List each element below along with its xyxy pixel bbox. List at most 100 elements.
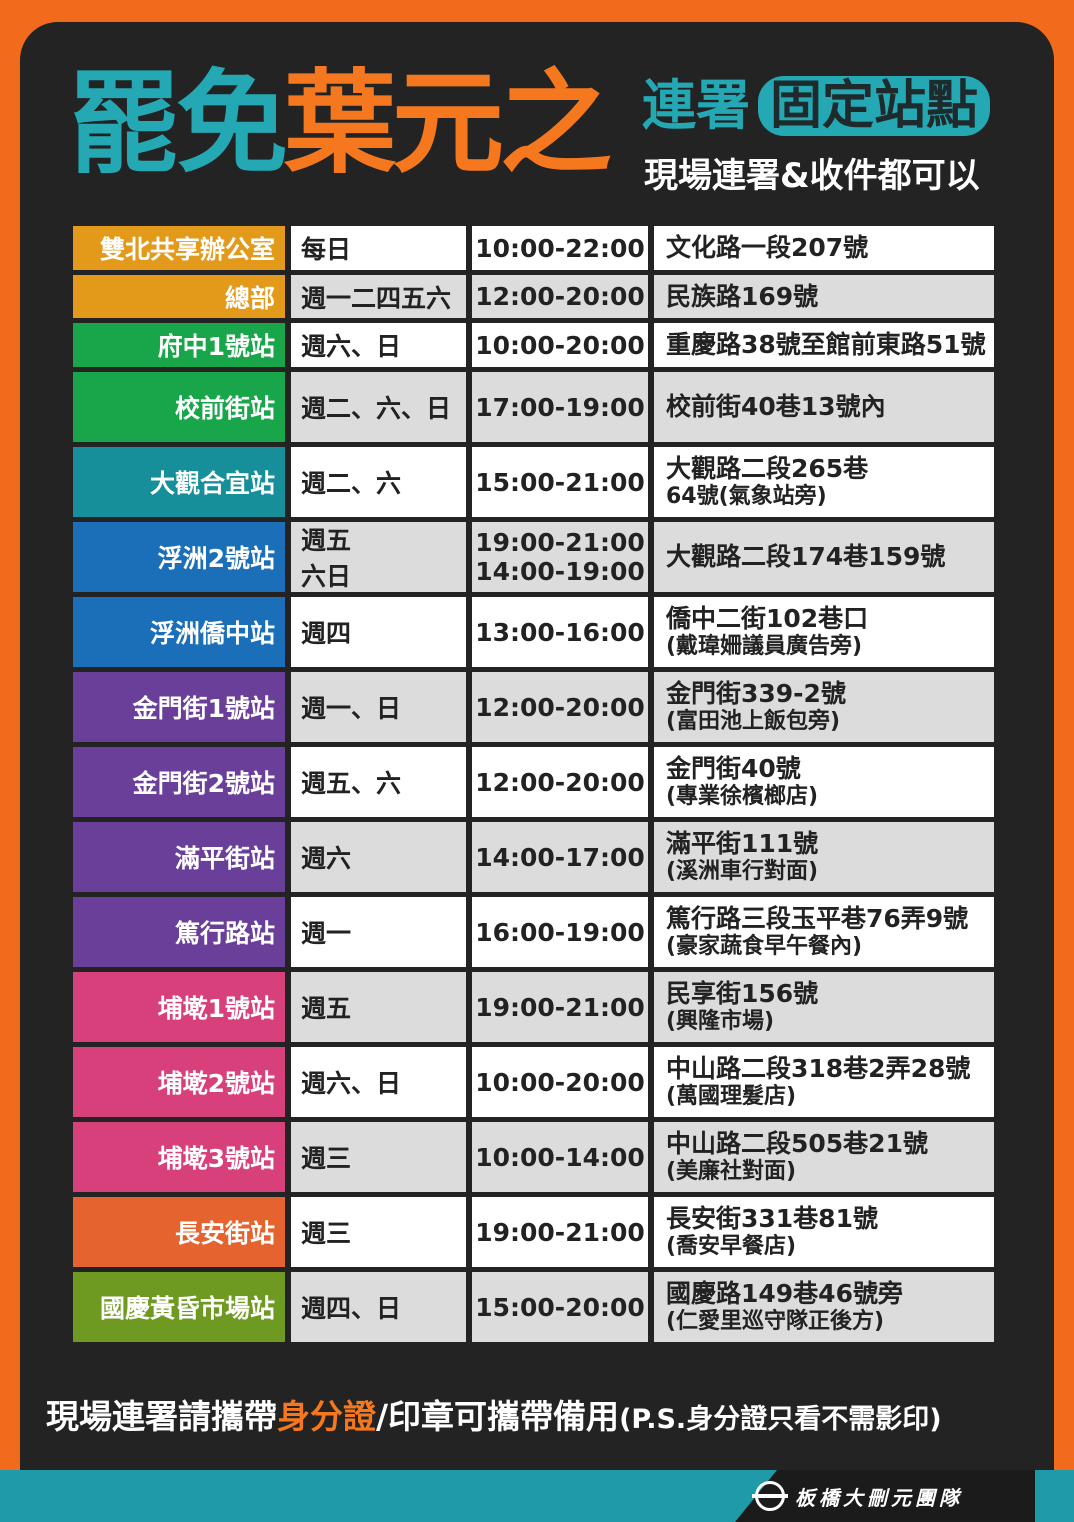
station-name-text: 長安街站 bbox=[174, 1219, 275, 1248]
station-time-text: 10:00-20:00 bbox=[475, 1067, 645, 1097]
station-address-note: 64號(氣象站旁) bbox=[666, 483, 827, 509]
station-address: 金門街339-2號 (富田池上飯包旁) bbox=[654, 672, 994, 742]
station-day-text: 週五 bbox=[301, 994, 352, 1023]
station-address-text: 重慶路38號至館前東路51號 bbox=[666, 330, 986, 359]
title-name: 葉元之 bbox=[284, 59, 612, 189]
station-name-text: 埔墘3號站 bbox=[157, 1144, 275, 1173]
station-name-text: 大觀合宜站 bbox=[149, 469, 275, 498]
station-address-text: 民族路169號 bbox=[666, 281, 819, 311]
station-address-text: 僑中二街102巷口 bbox=[666, 603, 869, 633]
station-time-text: 12:00-20:00 bbox=[475, 282, 645, 311]
subtitle-pill: 固定站點 bbox=[758, 76, 991, 136]
station-day-text: 週一二四五六 bbox=[301, 283, 452, 313]
circle-bar-logo-icon bbox=[752, 1481, 788, 1511]
table-row: 總部 週一二四五六 12:00-20:00 民族路169號 bbox=[73, 275, 1000, 318]
bottom-note-part1: 現場連署請攜帶 bbox=[46, 1397, 277, 1436]
station-time: 12:00-20:00 bbox=[472, 747, 648, 817]
station-day-text: 週三 bbox=[301, 1219, 352, 1248]
station-address-text: 滿平街111號 bbox=[666, 828, 819, 858]
station-day-text: 週六、日 bbox=[301, 1069, 402, 1098]
station-name-text: 府中1號站 bbox=[157, 332, 275, 361]
station-address: 長安街331巷81號 (喬安早餐店) bbox=[654, 1197, 994, 1267]
station-address: 文化路一段207號 bbox=[654, 226, 994, 270]
station-time: 14:00-17:00 bbox=[472, 822, 648, 892]
station-time-text: 12:00-20:00 bbox=[475, 767, 645, 797]
table-row: 金門街1號站 週一、日 12:00-20:00 金門街339-2號 (富田池上飯包旁) bbox=[73, 672, 1000, 742]
table-row: 府中1號站 週六、日 10:00-20:00 重慶路38號至館前東路51號 bbox=[73, 323, 1000, 367]
station-address: 民享街156號 (興隆市場) bbox=[654, 972, 994, 1042]
station-name-text: 浮洲2號站 bbox=[157, 544, 275, 573]
station-time: 15:00-20:00 bbox=[472, 1272, 648, 1342]
station-address-note: (萬國理髮店) bbox=[666, 1083, 797, 1109]
bottom-note: 現場連署請攜帶身分證/印章可攜帶備用(P.S.身分證只看不需影印) bbox=[46, 1390, 942, 1438]
station-day-text: 週一、日 bbox=[301, 694, 402, 723]
station-address: 滿平街111號 (溪洲車行對面) bbox=[654, 822, 994, 892]
station-time: 13:00-16:00 bbox=[472, 597, 648, 667]
station-name-text: 校前街站 bbox=[174, 394, 275, 423]
station-day-text: 週四、日 bbox=[301, 1294, 402, 1323]
station-address: 大觀路二段265巷 64號(氣象站旁) bbox=[654, 447, 994, 517]
station-time: 10:00-14:00 bbox=[472, 1122, 648, 1192]
station-address-text: 金門街40號 bbox=[666, 753, 801, 783]
station-day-text: 週六 bbox=[301, 844, 352, 873]
station-address-text: 長安街331巷81號 bbox=[666, 1203, 878, 1233]
station-day: 週一 bbox=[291, 897, 466, 967]
station-day: 週二、六、日 bbox=[291, 372, 466, 442]
station-name-text: 金門街2號站 bbox=[132, 769, 275, 798]
station-name-text: 埔墘1號站 bbox=[157, 994, 275, 1023]
station-name: 長安街站 bbox=[73, 1197, 285, 1267]
station-name: 浮洲2號站 bbox=[73, 522, 285, 592]
station-time: 12:00-20:00 bbox=[472, 672, 648, 742]
table-row: 埔墘1號站 週五 19:00-21:00 民享街156號 (興隆市場) bbox=[73, 972, 1000, 1042]
station-day: 週四 bbox=[291, 597, 466, 667]
subtitle-lian: 連署 bbox=[642, 74, 750, 137]
station-name-text: 篤行路站 bbox=[174, 919, 275, 948]
footer-team-name: 板橋大刪元團隊 bbox=[795, 1485, 963, 1510]
station-time: 17:00-19:00 bbox=[472, 372, 648, 442]
station-name: 浮洲僑中站 bbox=[73, 597, 285, 667]
station-time: 15:00-21:00 bbox=[472, 447, 648, 517]
table-row: 埔墘2號站 週六、日 10:00-20:00 中山路二段318巷2弄28號 (萬國理髮店… bbox=[73, 1047, 1000, 1117]
station-name: 滿平街站 bbox=[73, 822, 285, 892]
table-row: 滿平街站 週六 14:00-17:00 滿平街111號 (溪洲車行對面) bbox=[73, 822, 1000, 892]
station-day: 週一、日 bbox=[291, 672, 466, 742]
bottom-note-small: (P.S.身分證只看不需影印) bbox=[619, 1404, 942, 1435]
table-row: 大觀合宜站 週二、六 15:00-21:00 大觀路二段265巷 64號(氣象站旁) bbox=[73, 447, 1000, 517]
station-day-text: 每日 bbox=[301, 235, 352, 264]
station-name: 金門街2號站 bbox=[73, 747, 285, 817]
station-address-text: 國慶路149巷46號旁 bbox=[666, 1278, 903, 1308]
station-address-note: (興隆市場) bbox=[666, 1008, 775, 1034]
station-address-text: 文化路一段207號 bbox=[666, 233, 869, 262]
station-day-text: 六日 bbox=[301, 562, 352, 591]
station-day-text: 週六、日 bbox=[301, 332, 402, 361]
station-name-text: 雙北共享辦公室 bbox=[99, 235, 275, 264]
station-address-text: 大觀路二段265巷 bbox=[666, 453, 869, 483]
station-name: 篤行路站 bbox=[73, 897, 285, 967]
station-day: 週三 bbox=[291, 1122, 466, 1192]
station-time-text: 19:00-21:00 bbox=[475, 992, 645, 1022]
station-time: 19:00-21:00 14:00-19:00 bbox=[472, 522, 648, 592]
bottom-note-part2: /印章可攜帶備用 bbox=[376, 1397, 620, 1436]
station-address-text: 中山路二段318巷2弄28號 bbox=[666, 1053, 971, 1083]
station-time-text: 14:00-17:00 bbox=[475, 842, 645, 872]
subtitle-top: 連署 固定站點 bbox=[642, 74, 991, 137]
station-time: 10:00-20:00 bbox=[472, 323, 648, 367]
station-name-text: 國慶黃昏市場站 bbox=[99, 1294, 275, 1323]
station-time: 19:00-21:00 bbox=[472, 1197, 648, 1267]
table-row: 雙北共享辦公室 每日 10:00-22:00 文化路一段207號 bbox=[73, 226, 1000, 270]
station-day: 週二、六 bbox=[291, 447, 466, 517]
station-day: 週一二四五六 bbox=[291, 275, 466, 318]
station-day: 週五 bbox=[291, 972, 466, 1042]
station-address: 校前街40巷13號內 bbox=[654, 372, 994, 442]
station-address-text: 中山路二段505巷21號 bbox=[666, 1128, 928, 1158]
station-name: 校前街站 bbox=[73, 372, 285, 442]
station-time-text: 16:00-19:00 bbox=[475, 917, 645, 947]
station-address-text: 民享街156號 bbox=[666, 978, 819, 1008]
station-address: 中山路二段318巷2弄28號 (萬國理髮店) bbox=[654, 1047, 994, 1117]
station-name: 埔墘3號站 bbox=[73, 1122, 285, 1192]
title-recall: 罷免 bbox=[68, 59, 288, 189]
station-address-text: 大觀路二段174巷159號 bbox=[666, 542, 946, 571]
station-name-text: 滿平街站 bbox=[174, 844, 275, 873]
station-day-text: 週五 bbox=[301, 526, 352, 555]
station-time-text: 15:00-21:00 bbox=[475, 467, 645, 497]
